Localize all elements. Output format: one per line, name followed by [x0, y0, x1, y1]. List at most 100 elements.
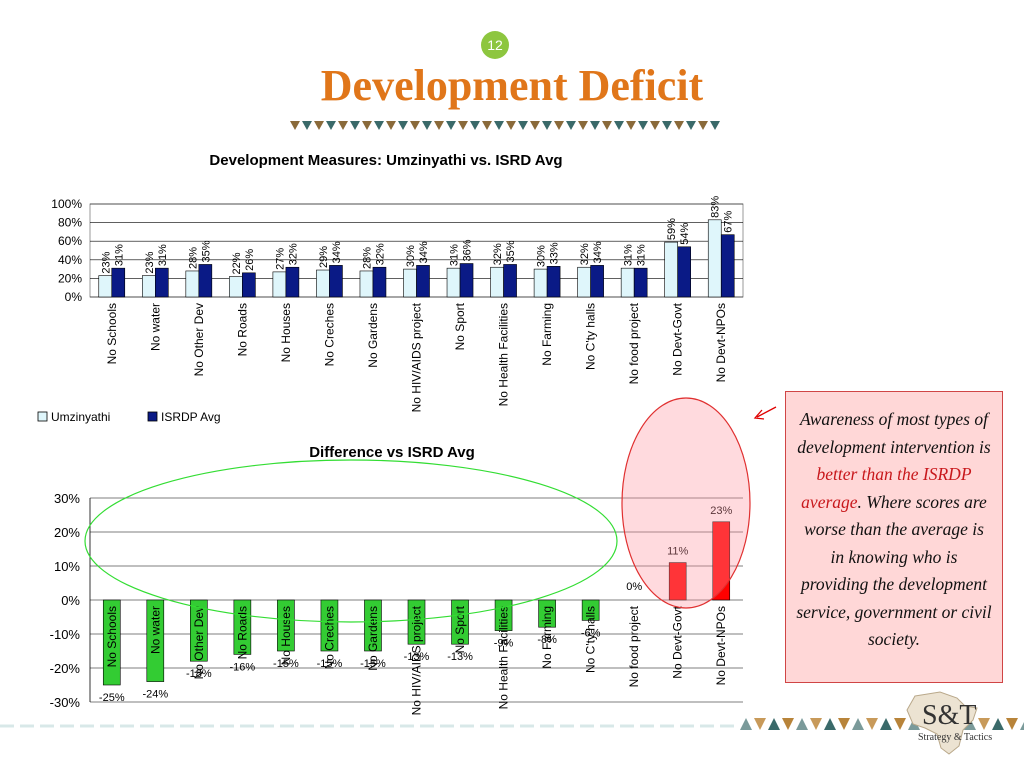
chart1-data-label-umzinyathi: 22% [231, 252, 243, 274]
chart2-x-tick-label: No Devt-NPOs [714, 606, 728, 685]
chart2-bar [538, 599, 556, 628]
chart1-bar-isrdp [285, 266, 300, 298]
decorative-triangle [410, 121, 420, 130]
decorative-triangle [542, 121, 552, 130]
chart2-x-tick-label: No Gardens [366, 606, 380, 671]
chart2-x-tick-label: No water [148, 606, 162, 654]
chart2-x-tick-label: No C'ty halls [584, 606, 598, 673]
chart2-data-label: -13% [447, 651, 473, 663]
decorative-triangle [796, 718, 808, 730]
chart2-y-tick-label: 20% [54, 525, 80, 540]
decorative-triangle [754, 718, 766, 730]
chart1-y-tick-label: 0% [65, 290, 83, 304]
decorative-triangle [782, 718, 794, 730]
chart1-x-tick-label: No water [148, 303, 162, 351]
decorative-triangle [326, 121, 336, 130]
chart1-bar-isrdp [242, 272, 256, 298]
chart1-data-label-isrdp: 26% [244, 249, 256, 271]
callout-box: Awareness of most types of development i… [785, 391, 1003, 683]
chart1-bar-umzinyathi [577, 266, 591, 298]
chart1-data-label-isrdp: 34% [331, 241, 343, 263]
chart2-data-label: -16% [230, 661, 256, 673]
chart2-data-label: -9% [494, 638, 514, 650]
chart1-bar-umzinyathi [229, 276, 243, 298]
decorative-triangle [446, 121, 456, 130]
chart2-data-label: 11% [667, 546, 688, 558]
chart1-bar-umzinyathi [490, 266, 504, 298]
chart1-x-tick-label: No Other Dev [192, 303, 206, 376]
chart2-data-label: -8% [537, 634, 557, 646]
decorative-triangle [494, 121, 504, 130]
decorative-triangle [314, 121, 324, 130]
callout-highlight: better than the ISRDP average [801, 464, 972, 512]
chart2-y-tick-label: 30% [54, 491, 80, 506]
chart1-y-axis: 0% 20% 40% 60% 80% 100% [51, 197, 82, 304]
chart1-x-tick-label: No Houses [279, 303, 293, 362]
chart1-data-label-umzinyathi: 28% [361, 247, 373, 269]
decorative-triangle [566, 121, 576, 130]
chart2-bar [277, 599, 295, 652]
chart1-bar-umzinyathi [359, 270, 374, 298]
chart1-x-tick-label: No C'ty halls [584, 303, 598, 370]
chart1-bar-isrdp [372, 266, 387, 298]
decorative-triangle [338, 121, 348, 130]
decorative-triangle [852, 718, 864, 730]
decorative-triangle [614, 121, 624, 130]
chart1-data-label-isrdp: 31% [113, 244, 125, 266]
chart1-bar-isrdp [633, 267, 648, 298]
chart2-data-label: -15% [360, 658, 386, 670]
decorative-triangle [810, 718, 822, 730]
decorative-triangle [698, 121, 708, 130]
decorative-triangle [650, 121, 660, 130]
chart1-data-label-isrdp: 33% [549, 242, 561, 264]
chart2-x-tick-label: No Other Dev [192, 606, 206, 679]
chart1-data-label-umzinyathi: 31% [623, 244, 635, 266]
chart2-data-label: 23% [710, 505, 732, 517]
chart1-bar-isrdp [546, 266, 561, 298]
chart1-bar-umzinyathi [533, 268, 548, 298]
callout-text-b: . Where scores are worse than the averag… [796, 491, 992, 650]
chart1-bar-umzinyathi [185, 270, 200, 298]
chart2-y-tick-label: -20% [50, 661, 81, 676]
chart1-bar-umzinyathi [664, 241, 679, 298]
decorative-triangle [506, 121, 516, 130]
chart1-x-tick-label: No Sport [453, 302, 467, 350]
decorative-triangle [964, 718, 976, 730]
callout-text-a: Awareness of most types of development i… [797, 409, 991, 457]
chart2-bar [233, 599, 252, 655]
logo-subtitle: Strategy & Tactics [918, 732, 993, 743]
chart2-data-label: -25% [99, 692, 125, 704]
chart2-x-tick-label: No Sport [453, 605, 467, 653]
slide-number-badge: 12 [481, 31, 509, 59]
chart1-bar-isrdp [111, 267, 126, 298]
chart1-bar-umzinyathi [98, 275, 113, 298]
chart1-bar-umzinyathi [316, 269, 330, 298]
decorative-triangle [824, 718, 836, 730]
chart2-y-tick-label: -10% [50, 627, 81, 642]
legend-swatch-isrdp [147, 411, 158, 422]
chart1-data-label-umzinyathi: 30% [536, 245, 548, 267]
chart2-x-tick-label: No Houses [279, 606, 293, 665]
chart1-data-label-isrdp: 32% [374, 243, 386, 265]
chart1-y-tick-label: 40% [58, 253, 82, 267]
chart1-x-tick-label: No Gardens [366, 303, 380, 368]
chart1-bar-isrdp [720, 234, 735, 298]
chart2-x-tick-label: No Creches [322, 606, 336, 669]
decorative-triangle [638, 121, 648, 130]
chart2-bar [451, 599, 469, 645]
decorative-triangle [710, 121, 720, 130]
decorative-triangle-border-bottom [0, 718, 1024, 730]
decorative-triangle [470, 121, 480, 130]
chart2-x-tick-label: No Roads [235, 606, 249, 659]
chart2-bar [190, 599, 208, 662]
decorative-triangle [374, 121, 384, 130]
chart1-data-label-umzinyathi: 59% [666, 218, 678, 240]
chart1-data-label-umzinyathi: 23% [144, 251, 156, 273]
chart1-bar-isrdp [590, 265, 604, 298]
chart1-data-label-umzinyathi: 30% [405, 245, 417, 267]
decorative-triangle [866, 718, 878, 730]
africa-map-icon [906, 691, 978, 755]
decorative-triangle [434, 121, 444, 130]
decorative-triangle [880, 718, 892, 730]
